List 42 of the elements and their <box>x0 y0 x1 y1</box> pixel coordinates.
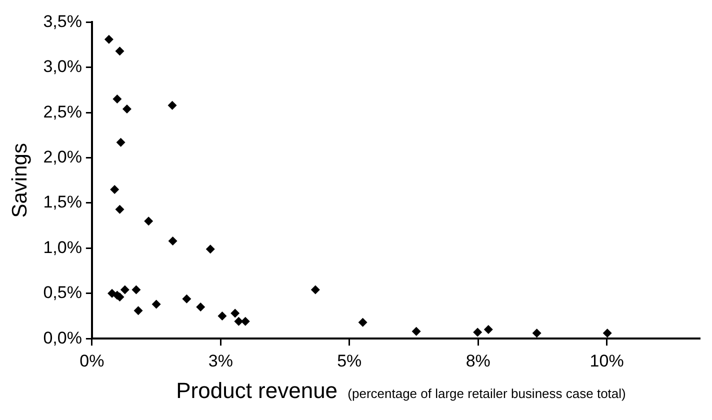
point <box>144 216 154 226</box>
point <box>112 94 122 104</box>
x-tick-label: 0% <box>80 351 104 370</box>
x-tick-label: 10% <box>590 351 624 370</box>
point <box>132 285 141 294</box>
point <box>532 328 542 338</box>
point <box>110 184 120 194</box>
y-axis-title: Savings <box>8 143 32 218</box>
y-tick-label: 1,5% <box>43 192 82 212</box>
point <box>120 285 130 294</box>
point <box>473 328 482 337</box>
point <box>168 100 177 110</box>
point <box>168 236 178 246</box>
y-tick-label: 0,5% <box>43 283 82 302</box>
point <box>196 302 206 312</box>
y-tick-label: 3,5% <box>43 12 82 31</box>
point <box>218 312 227 320</box>
x-tick-label: 5% <box>337 351 362 370</box>
x-tick-label: 8% <box>466 351 490 370</box>
point <box>206 244 215 254</box>
point <box>152 300 161 309</box>
point <box>310 285 320 294</box>
point <box>234 316 244 326</box>
y-tick-label: 1,0% <box>43 238 82 257</box>
point <box>484 325 493 334</box>
point <box>115 46 124 56</box>
point <box>134 306 143 316</box>
y-tick-label: 3,0% <box>43 57 82 76</box>
point <box>602 328 612 338</box>
point <box>230 308 240 318</box>
y-tick-label: 2,0% <box>43 147 82 166</box>
point <box>104 34 114 44</box>
point <box>358 318 368 327</box>
point <box>182 294 192 304</box>
y-tick-label: 2,5% <box>43 102 82 122</box>
point <box>122 104 132 114</box>
point <box>115 204 124 214</box>
x-tick-label: 3% <box>208 351 233 370</box>
y-tick-label: 0,0% <box>43 328 82 348</box>
point <box>412 326 421 336</box>
point <box>116 138 126 147</box>
x-axis-title: Product revenue (percentage of large retailer business case total) <box>176 378 626 403</box>
